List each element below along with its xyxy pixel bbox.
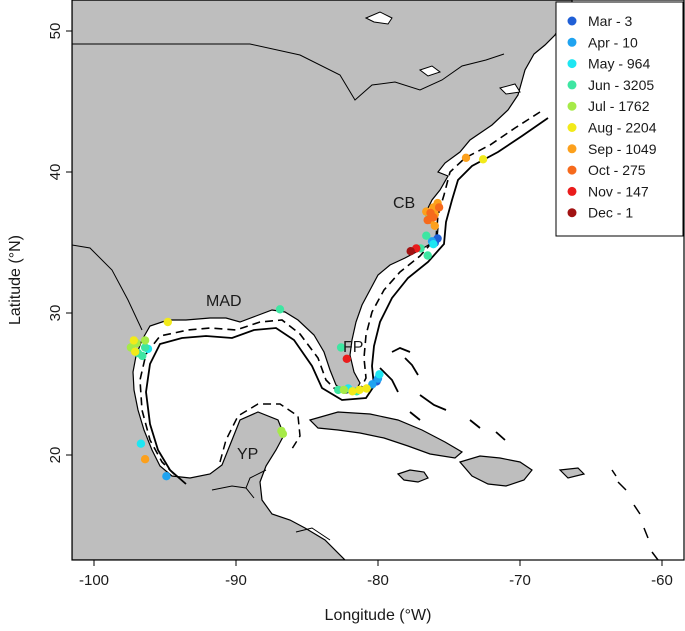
sighting-point-5-5 bbox=[339, 385, 349, 395]
sighting-point-4-7 bbox=[275, 305, 285, 314]
legend-label-3: May - 964 bbox=[588, 56, 650, 72]
legend-marker-3 bbox=[567, 59, 577, 69]
sighting-point-6-7 bbox=[131, 347, 140, 356]
border-central-america bbox=[211, 469, 331, 541]
sighting-point-7-5 bbox=[430, 221, 439, 230]
sighting-point-8-2 bbox=[434, 203, 444, 212]
legend-label-6: Aug - 2204 bbox=[588, 120, 657, 136]
sighting-point-4-11 bbox=[422, 231, 431, 240]
x-axis-title: Longitude (°W) bbox=[325, 607, 432, 624]
legend-marker-6 bbox=[567, 123, 577, 132]
sighting-point-6-4 bbox=[355, 385, 364, 395]
sighting-point-5-2 bbox=[140, 336, 150, 345]
sighting-point-8-4 bbox=[423, 215, 432, 225]
sighting-point-3-2 bbox=[375, 370, 384, 379]
y-axis-title: Latitude (°N) bbox=[7, 235, 24, 325]
border-us-mexico bbox=[72, 244, 143, 331]
x-tick-label: -100 bbox=[79, 572, 109, 589]
sighting-point-6-5 bbox=[362, 384, 371, 393]
bahamas-islands bbox=[379, 347, 506, 441]
x-tick-label: -80 bbox=[367, 572, 389, 589]
yucatan-shelf bbox=[219, 403, 301, 463]
y-tick-label: 20 bbox=[47, 447, 64, 464]
sighting-point-4-2 bbox=[140, 343, 150, 352]
legend-marker-10 bbox=[567, 208, 577, 218]
cuba-island bbox=[308, 411, 464, 459]
x-axis: -100 -90 -80 -70 -60 Longitude (°W) bbox=[79, 560, 673, 624]
sighting-point-3-1 bbox=[429, 240, 438, 249]
legend-marker-2 bbox=[567, 37, 577, 47]
legend-label-5: Jul - 1762 bbox=[588, 98, 650, 114]
legend-marker-4 bbox=[567, 80, 577, 90]
legend-label-7: Sep - 1049 bbox=[588, 141, 657, 157]
sighting-point-5-4 bbox=[277, 426, 286, 436]
legend-box bbox=[555, 1, 684, 237]
region-label-yp: YP bbox=[237, 446, 258, 463]
landmass-layer bbox=[72, 0, 659, 560]
legend-marker-8 bbox=[567, 165, 577, 175]
sighting-point-7-7 bbox=[140, 455, 150, 464]
sighting-point-9-1 bbox=[342, 354, 351, 363]
sighting-point-10-1 bbox=[406, 247, 415, 256]
legend-marker-7 bbox=[567, 144, 577, 154]
legend-items: Mar - 3 Apr - 10 May - 964 Jun - 3205 Jul - … bbox=[567, 13, 657, 221]
region-label-fp: FP bbox=[343, 339, 363, 356]
sighting-point-4-8 bbox=[138, 351, 147, 361]
legend-label-8: Oct - 275 bbox=[588, 162, 646, 178]
legend-label-10: Dec - 1 bbox=[588, 205, 633, 221]
y-axis: 20 30 40 50 Latitude (°N) bbox=[7, 23, 72, 464]
sighting-point-6-1 bbox=[163, 317, 172, 327]
region-label-mad: MAD bbox=[206, 293, 242, 310]
sighting-point-6-2 bbox=[129, 336, 138, 345]
legend-marker-5 bbox=[567, 101, 577, 111]
legend-label-9: Nov - 147 bbox=[588, 183, 649, 199]
hispaniola-island bbox=[458, 455, 533, 487]
legend-marker-9 bbox=[567, 186, 577, 196]
jamaica-island bbox=[396, 469, 429, 483]
region-labels: MAD CB FP YP bbox=[206, 195, 415, 463]
sighting-point-6-3 bbox=[348, 387, 357, 396]
legend-label-2: Apr - 10 bbox=[588, 34, 638, 50]
x-tick-label: -90 bbox=[225, 572, 247, 589]
legend-marker-1 bbox=[567, 16, 577, 26]
legend-label-4: Jun - 3205 bbox=[588, 77, 654, 93]
lesser-antilles bbox=[611, 469, 659, 560]
shelf-break-outer bbox=[145, 117, 549, 485]
puerto-rico-island bbox=[558, 467, 586, 479]
sighting-point-7-6 bbox=[461, 153, 471, 162]
sighting-point-6-6 bbox=[478, 155, 488, 164]
north-america-land bbox=[72, 0, 573, 560]
x-tick-label: -60 bbox=[651, 572, 673, 589]
sighting-point-4-6 bbox=[423, 251, 432, 260]
y-tick-label: 40 bbox=[47, 164, 64, 181]
legend: Mar - 3 Apr - 10 May - 964 Jun - 3205 Jul - … bbox=[555, 1, 684, 237]
sighting-point-4-9 bbox=[336, 343, 346, 352]
region-label-cb: CB bbox=[393, 195, 415, 212]
border-canada-us bbox=[72, 43, 505, 101]
y-tick-label: 30 bbox=[47, 305, 64, 322]
sighting-point-2-3 bbox=[162, 472, 171, 481]
y-tick-label: 50 bbox=[47, 23, 64, 40]
legend-label-1: Mar - 3 bbox=[588, 13, 633, 29]
x-tick-label: -70 bbox=[509, 572, 531, 589]
sighting-points bbox=[126, 153, 488, 481]
sighting-point-3-3 bbox=[136, 439, 146, 448]
great-lakes bbox=[364, 11, 521, 95]
